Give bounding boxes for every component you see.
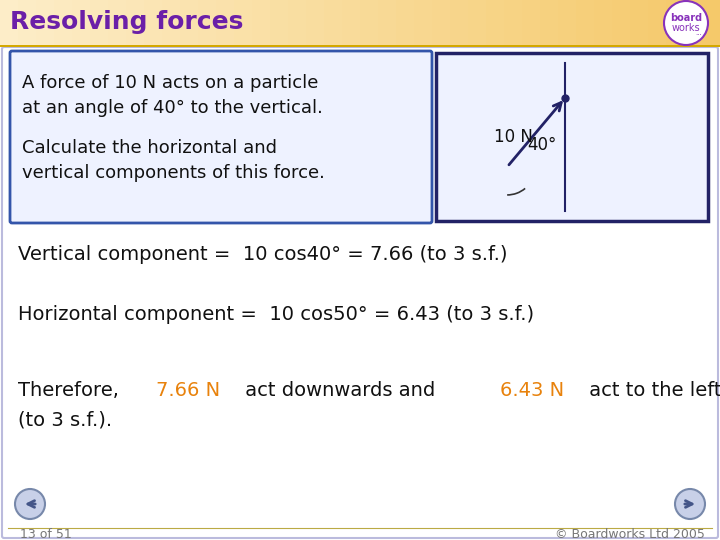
Circle shape: [15, 489, 45, 519]
Text: 10 N: 10 N: [494, 129, 533, 146]
Polygon shape: [432, 0, 450, 45]
Polygon shape: [324, 0, 342, 45]
Text: 7.66 N: 7.66 N: [156, 381, 220, 400]
Polygon shape: [108, 0, 126, 45]
Polygon shape: [576, 0, 594, 45]
Polygon shape: [72, 0, 90, 45]
Text: Resolving forces: Resolving forces: [10, 10, 243, 35]
Polygon shape: [144, 0, 162, 45]
Polygon shape: [450, 0, 468, 45]
Polygon shape: [36, 0, 54, 45]
Polygon shape: [252, 0, 270, 45]
Polygon shape: [648, 0, 666, 45]
Polygon shape: [198, 0, 216, 45]
Polygon shape: [306, 0, 324, 45]
Polygon shape: [54, 0, 72, 45]
Polygon shape: [18, 0, 36, 45]
Text: Vertical component =  10 cos40° = 7.66 (to 3 s.f.): Vertical component = 10 cos40° = 7.66 (t…: [18, 246, 508, 265]
Text: act to the left: act to the left: [583, 381, 720, 400]
Polygon shape: [468, 0, 486, 45]
Text: A force of 10 N acts on a particle: A force of 10 N acts on a particle: [22, 74, 318, 92]
Polygon shape: [270, 0, 288, 45]
Circle shape: [664, 1, 708, 45]
Polygon shape: [396, 0, 414, 45]
Text: 40°: 40°: [527, 136, 557, 154]
Polygon shape: [522, 0, 540, 45]
Text: works: works: [672, 23, 701, 33]
Circle shape: [675, 489, 705, 519]
Polygon shape: [558, 0, 576, 45]
Polygon shape: [90, 0, 108, 45]
Polygon shape: [612, 0, 630, 45]
Text: act downwards and: act downwards and: [239, 381, 441, 400]
Polygon shape: [360, 0, 378, 45]
Polygon shape: [486, 0, 504, 45]
Polygon shape: [594, 0, 612, 45]
Polygon shape: [666, 0, 684, 45]
Text: at an angle of 40° to the vertical.: at an angle of 40° to the vertical.: [22, 99, 323, 117]
Polygon shape: [180, 0, 198, 45]
Text: board: board: [670, 13, 702, 23]
Polygon shape: [234, 0, 252, 45]
Text: © Boardworks Ltd 2005: © Boardworks Ltd 2005: [555, 529, 705, 540]
Polygon shape: [504, 0, 522, 45]
Text: Therefore,: Therefore,: [18, 381, 125, 400]
FancyBboxPatch shape: [2, 47, 718, 538]
Polygon shape: [540, 0, 558, 45]
Text: 6.43 N: 6.43 N: [500, 381, 564, 400]
Polygon shape: [0, 0, 18, 45]
Text: 13 of 51: 13 of 51: [20, 529, 72, 540]
Text: vertical components of this force.: vertical components of this force.: [22, 164, 325, 182]
Polygon shape: [288, 0, 306, 45]
Text: Calculate the horizontal and: Calculate the horizontal and: [22, 139, 277, 157]
Text: (to 3 s.f.).: (to 3 s.f.).: [18, 410, 112, 429]
Text: ...: ...: [696, 30, 703, 36]
FancyBboxPatch shape: [10, 51, 432, 223]
Polygon shape: [216, 0, 234, 45]
Polygon shape: [126, 0, 144, 45]
Polygon shape: [378, 0, 396, 45]
Polygon shape: [414, 0, 432, 45]
Polygon shape: [684, 0, 702, 45]
Polygon shape: [0, 45, 720, 47]
FancyBboxPatch shape: [436, 53, 708, 221]
Text: Horizontal component =  10 cos50° = 6.43 (to 3 s.f.): Horizontal component = 10 cos50° = 6.43 …: [18, 306, 534, 325]
Polygon shape: [702, 0, 720, 45]
Polygon shape: [162, 0, 180, 45]
Polygon shape: [630, 0, 648, 45]
Polygon shape: [342, 0, 360, 45]
